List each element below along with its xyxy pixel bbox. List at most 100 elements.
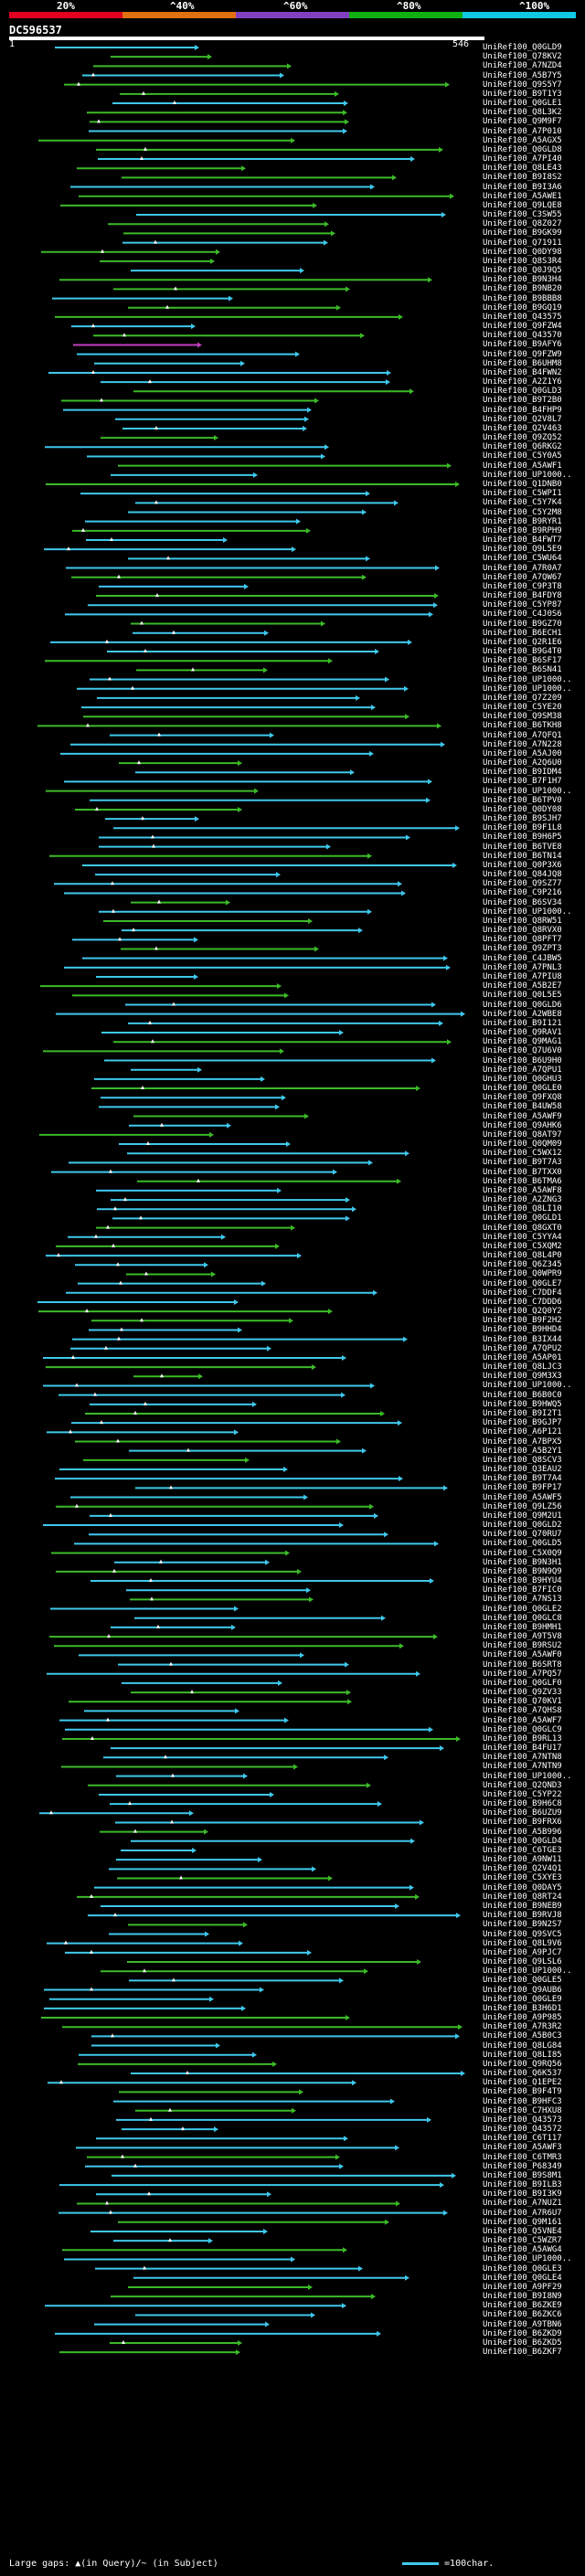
hit-label[interactable]: UniRef100_Q0L5E5 <box>483 991 562 1001</box>
hit-label[interactable]: UniRef100_UP1000.. <box>483 786 572 796</box>
hit-label[interactable]: UniRef100_Q8RW51 <box>483 916 562 926</box>
hit-label[interactable]: UniRef100_B6TPV0 <box>483 795 562 805</box>
hit-label[interactable]: UniRef100_B9N9Q9 <box>483 1566 562 1576</box>
hit-label[interactable]: UniRef100_A5B7Y5 <box>483 70 562 80</box>
hit-label[interactable]: UniRef100_Q9M2U1 <box>483 1511 562 1521</box>
hit-label[interactable]: UniRef100_Q0GLD3 <box>483 387 562 397</box>
hit-label[interactable]: UniRef100_C5WZR7 <box>483 2236 562 2246</box>
hit-label[interactable]: UniRef100_A7NTN8 <box>483 1753 562 1763</box>
hit-label[interactable]: UniRef100_B7FIC0 <box>483 1585 562 1595</box>
hit-label[interactable]: UniRef100_Q0GLE0 <box>483 1084 562 1094</box>
hit-label[interactable]: UniRef100_B9N2S7 <box>483 1920 562 1930</box>
hit-label[interactable]: UniRef100_B9ILB3 <box>483 2180 562 2190</box>
hit-label[interactable]: UniRef100_A9NW11 <box>483 1855 562 1865</box>
hit-label[interactable]: UniRef100_Q0GLE9 <box>483 1994 562 2004</box>
hit-label[interactable]: UniRef100_C4JBW5 <box>483 953 562 963</box>
hit-label[interactable]: UniRef100_B6B0C0 <box>483 1390 562 1400</box>
hit-label[interactable]: UniRef100_Q6Z345 <box>483 1260 562 1270</box>
hit-label[interactable]: UniRef100_A7N228 <box>483 739 562 749</box>
hit-label[interactable]: UniRef100_Q9M9F7 <box>483 117 562 127</box>
hit-label[interactable]: UniRef100_C5Y0A5 <box>483 451 562 461</box>
hit-label[interactable]: UniRef100_Q70KV1 <box>483 1697 562 1707</box>
hit-label[interactable]: UniRef100_Q0GLC9 <box>483 1724 562 1734</box>
hit-label[interactable]: UniRef100_B6U9H0 <box>483 1055 562 1065</box>
hit-label[interactable]: UniRef100_Q0GLD4 <box>483 1836 562 1846</box>
hit-label[interactable]: UniRef100_B9BBB8 <box>483 293 562 303</box>
hit-label[interactable]: UniRef100_B9T7A3 <box>483 1158 562 1168</box>
hit-label[interactable]: UniRef100_A5AJ00 <box>483 748 562 758</box>
hit-label[interactable]: UniRef100_A7R3R2 <box>483 2022 562 2032</box>
hit-label[interactable]: UniRef100_B9RPH9 <box>483 525 562 535</box>
hit-label[interactable]: UniRef100_Q9RQ56 <box>483 2059 562 2069</box>
hit-label[interactable]: UniRef100_Q2Q0Y2 <box>483 1307 562 1317</box>
hit-label[interactable]: UniRef100_A7NS13 <box>483 1595 562 1605</box>
hit-label[interactable]: UniRef100_A7PIU8 <box>483 972 562 981</box>
hit-label[interactable]: UniRef100_UP1000.. <box>483 1966 572 1977</box>
hit-label[interactable]: UniRef100_B6ZKF7 <box>483 2348 562 2358</box>
hit-label[interactable]: UniRef100_Q8RVX0 <box>483 926 562 936</box>
hit-label[interactable]: UniRef100_B9F4T9 <box>483 2087 562 2097</box>
hit-label[interactable]: UniRef100_Q3EAU2 <box>483 1465 562 1474</box>
hit-label[interactable]: UniRef100_Q9SZ77 <box>483 879 562 889</box>
hit-label[interactable]: UniRef100_A5AWF7 <box>483 1715 562 1725</box>
hit-label[interactable]: UniRef100_B6ZKC6 <box>483 2310 562 2320</box>
hit-label[interactable]: UniRef100_A7P010 <box>483 126 562 136</box>
hit-label[interactable]: UniRef100_B9RL13 <box>483 1733 562 1744</box>
hit-label[interactable]: UniRef100_B9I2T1 <box>483 1408 562 1418</box>
hit-label[interactable]: UniRef100_A5B2E7 <box>483 981 562 991</box>
hit-label[interactable]: UniRef100_C9P216 <box>483 888 562 898</box>
hit-label[interactable]: UniRef100_A5AWF9 <box>483 1111 562 1121</box>
hit-label[interactable]: UniRef100_B6ECH1 <box>483 628 562 638</box>
hit-label[interactable]: UniRef100_C5YP87 <box>483 600 562 610</box>
hit-label[interactable]: UniRef100_B4UW58 <box>483 1102 562 1112</box>
hit-label[interactable]: UniRef100_A7QHS8 <box>483 1706 562 1716</box>
hit-label[interactable]: UniRef100_B9NB20 <box>483 284 562 294</box>
hit-label[interactable]: UniRef100_B9GQ19 <box>483 302 562 313</box>
hit-label[interactable]: UniRef100_Q9FXQ8 <box>483 1093 562 1103</box>
hit-label[interactable]: UniRef100_A2Q6U0 <box>483 758 562 769</box>
hit-label[interactable]: UniRef100_Q0GLF0 <box>483 1678 562 1688</box>
hit-label[interactable]: UniRef100_Q9FZW4 <box>483 322 562 332</box>
hit-label[interactable]: UniRef100_B9H6C8 <box>483 1799 562 1809</box>
hit-label[interactable]: UniRef100_B6TKH8 <box>483 721 562 731</box>
hit-label[interactable]: UniRef100_C5YE20 <box>483 703 562 713</box>
hit-label[interactable]: UniRef100_C5Y2M8 <box>483 507 562 517</box>
hit-label[interactable]: UniRef100_B7TXX0 <box>483 1167 562 1177</box>
hit-label[interactable]: UniRef100_A7QPU2 <box>483 1343 562 1353</box>
hit-label[interactable]: UniRef100_B6SRT8 <box>483 1659 562 1670</box>
hit-label[interactable]: UniRef100_Q0DY08 <box>483 804 562 814</box>
hit-label[interactable]: UniRef100_B9S8M1 <box>483 2170 562 2180</box>
hit-label[interactable]: UniRef100_A7PNL3 <box>483 962 562 972</box>
hit-label[interactable]: UniRef100_A7BPX5 <box>483 1436 562 1447</box>
hit-label[interactable]: UniRef100_B9SJH7 <box>483 814 562 824</box>
hit-label[interactable]: UniRef100_C9P3T8 <box>483 581 562 591</box>
hit-label[interactable]: UniRef100_B9HFC3 <box>483 2096 562 2106</box>
hit-label[interactable]: UniRef100_A7PI40 <box>483 154 562 164</box>
hit-label[interactable]: UniRef100_A5AWF1 <box>483 461 562 471</box>
hit-label[interactable]: UniRef100_Q1EPE2 <box>483 2078 562 2088</box>
hit-label[interactable]: UniRef100_A5B2Y1 <box>483 1446 562 1456</box>
hit-label[interactable]: UniRef100_Q43572 <box>483 2125 562 2135</box>
hit-label[interactable]: UniRef100_B7F1H7 <box>483 777 562 787</box>
hit-label[interactable]: UniRef100_B9HHD4 <box>483 1325 562 1335</box>
hit-label[interactable]: UniRef100_Q9MAG1 <box>483 1037 562 1047</box>
hit-label[interactable]: UniRef100_B9T7A4 <box>483 1474 562 1484</box>
hit-label[interactable]: UniRef100_Q2QND3 <box>483 1780 562 1790</box>
hit-label[interactable]: UniRef100_A5AWF3 <box>483 2143 562 2153</box>
hit-label[interactable]: UniRef100_UP1000.. <box>483 1771 572 1781</box>
hit-label[interactable]: UniRef100_Q6RKG2 <box>483 442 562 452</box>
hit-label[interactable]: UniRef100_A7QFQ1 <box>483 730 562 740</box>
hit-label[interactable]: UniRef100_Q43573 <box>483 2115 562 2125</box>
hit-label[interactable]: UniRef100_Q0WPR9 <box>483 1269 562 1279</box>
hit-label[interactable]: UniRef100_B6TVE8 <box>483 842 562 852</box>
hit-label[interactable]: UniRef100_Q0GLE5 <box>483 1976 562 1986</box>
hit-label[interactable]: UniRef100_Q9FZW9 <box>483 349 562 359</box>
hit-label[interactable]: UniRef100_P68349 <box>483 2161 562 2171</box>
hit-label[interactable]: UniRef100_B9NEB9 <box>483 1902 562 1911</box>
hit-label[interactable]: UniRef100_Q9ZV33 <box>483 1688 562 1698</box>
hit-label[interactable]: UniRef100_Q0J9Q5 <box>483 266 562 276</box>
hit-label[interactable]: UniRef100_Q8S3R4 <box>483 256 562 266</box>
hit-label[interactable]: UniRef100_B6TMA6 <box>483 1176 562 1186</box>
hit-label[interactable]: UniRef100_Q0GLD5 <box>483 1539 562 1549</box>
hit-label[interactable]: UniRef100_UP1000.. <box>483 2254 572 2264</box>
